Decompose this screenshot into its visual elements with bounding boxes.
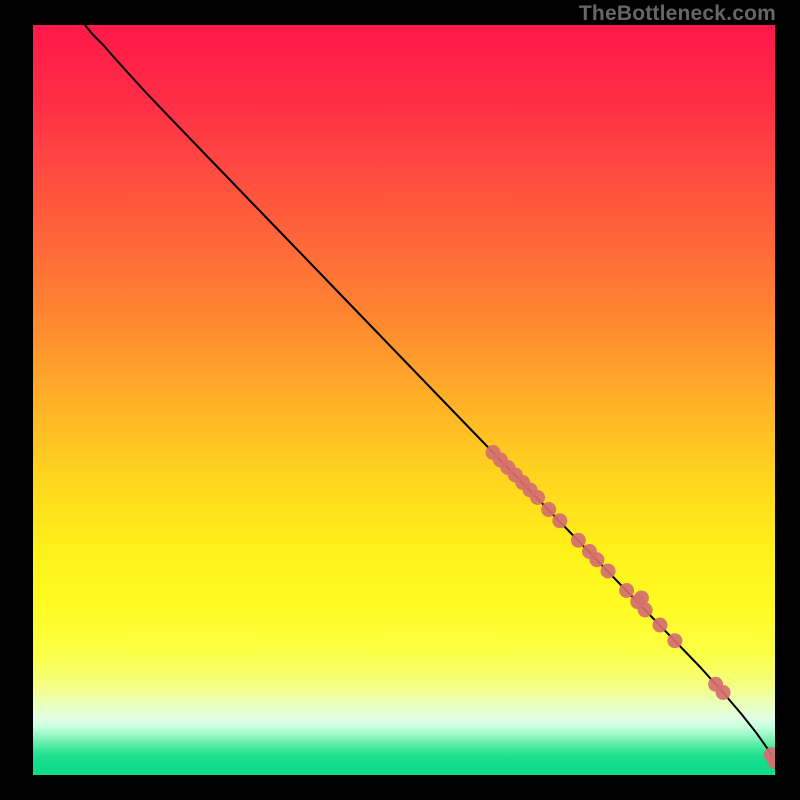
data-point bbox=[541, 502, 556, 517]
data-point bbox=[652, 618, 667, 633]
data-point bbox=[638, 603, 653, 618]
watermark-text: TheBottleneck.com bbox=[579, 2, 776, 26]
data-point bbox=[716, 685, 731, 700]
bottleneck-chart bbox=[0, 0, 800, 800]
data-point bbox=[667, 633, 682, 648]
plot-background-gradient bbox=[33, 25, 775, 775]
data-point bbox=[601, 564, 616, 579]
data-point bbox=[530, 490, 545, 505]
data-point bbox=[552, 513, 567, 528]
data-point bbox=[619, 583, 634, 598]
chart-container: TheBottleneck.com bbox=[0, 0, 800, 800]
data-point bbox=[571, 533, 586, 548]
data-point bbox=[589, 552, 604, 567]
